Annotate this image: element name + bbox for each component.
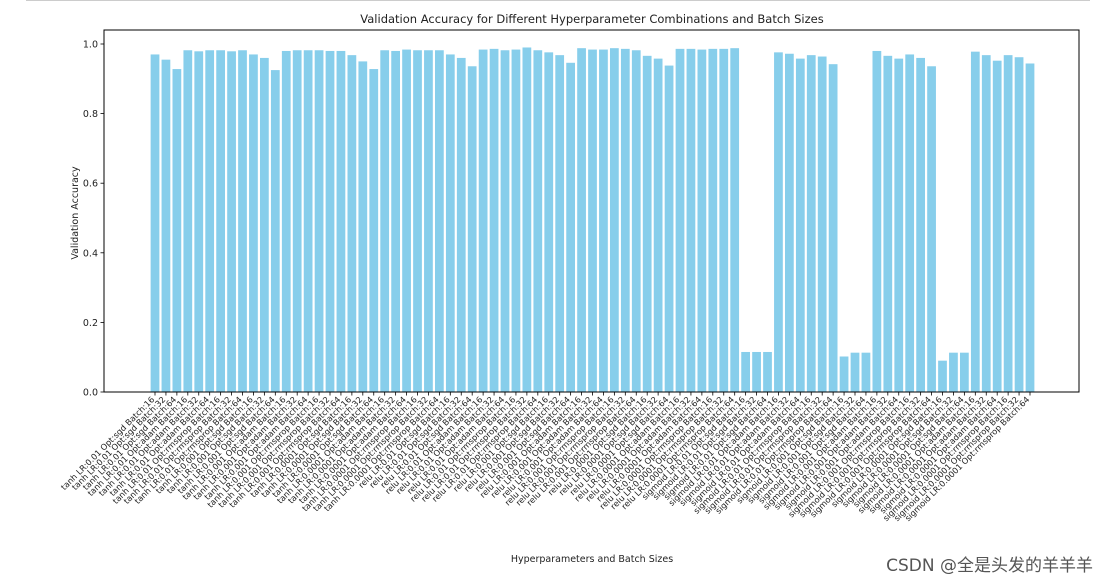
bar [631, 50, 641, 392]
bar [249, 54, 258, 392]
bar [861, 352, 871, 392]
bar [697, 49, 707, 392]
bar [511, 49, 521, 392]
bar [774, 52, 783, 392]
bar [150, 54, 160, 392]
bar [424, 50, 433, 392]
bar [916, 57, 925, 393]
bar [380, 50, 390, 392]
bar [238, 50, 247, 392]
bar [938, 360, 947, 392]
bar [817, 56, 827, 392]
bar [281, 50, 291, 393]
bar [358, 61, 368, 393]
chart-title: Validation Accuracy for Different Hyperp… [360, 12, 823, 26]
bar [894, 58, 904, 393]
bar [402, 49, 411, 392]
bar [336, 50, 346, 393]
y-axis-label: Validation Accuracy [70, 166, 81, 260]
bar [664, 65, 674, 392]
bar [905, 54, 915, 392]
bar [795, 58, 805, 393]
bar [620, 48, 630, 393]
bar [708, 48, 718, 393]
bar [478, 49, 488, 392]
bar [719, 48, 729, 393]
bar [741, 351, 750, 392]
bar [610, 48, 619, 393]
bar [839, 356, 849, 392]
y-tick-label: 0.4 [83, 248, 98, 259]
bar [194, 51, 204, 393]
bar [369, 69, 379, 392]
bar-series [150, 47, 1035, 393]
bar [445, 54, 455, 392]
bar [325, 50, 335, 393]
bar [456, 57, 466, 393]
bar [752, 351, 761, 392]
bar [927, 66, 936, 393]
bar [183, 50, 193, 392]
bar [992, 60, 1002, 392]
y-tick-label: 0.8 [83, 109, 98, 120]
bar [675, 48, 685, 393]
bar [216, 50, 225, 392]
bar [1014, 57, 1024, 392]
bar [566, 62, 575, 392]
bar [489, 48, 499, 393]
bar [981, 55, 991, 392]
bar [763, 351, 772, 392]
y-tick-label: 0.6 [83, 179, 98, 190]
bar [872, 50, 882, 393]
bar [806, 55, 816, 392]
bar [949, 352, 958, 392]
bar [653, 58, 663, 393]
x-axis-label: Hyperparameters and Batch Sizes [511, 554, 673, 565]
bar [347, 55, 357, 392]
y-tick-label: 0.2 [83, 318, 98, 329]
bar [260, 57, 269, 393]
bar [642, 55, 652, 392]
bar [785, 53, 794, 393]
bar [730, 48, 740, 393]
bar [828, 64, 838, 393]
bar [391, 50, 400, 393]
bar [686, 48, 696, 393]
bar [1003, 55, 1013, 392]
bar [555, 55, 565, 392]
bar [544, 52, 554, 392]
watermark-text: CSDN @全是头发的羊羊羊 [886, 556, 1093, 576]
bar [205, 50, 215, 392]
bar [883, 55, 893, 392]
bar [172, 69, 182, 392]
y-axis-ticks: 0.0 0.2 0.4 0.6 0.8 1.0 [83, 40, 104, 399]
bar [314, 50, 324, 392]
bar [522, 47, 532, 392]
bar [588, 49, 597, 392]
y-tick-label: 1.0 [83, 40, 98, 51]
bar [292, 50, 302, 392]
bar [161, 59, 171, 392]
bar [1025, 63, 1035, 393]
bar [227, 51, 236, 393]
bar [413, 50, 422, 392]
bar [577, 48, 586, 393]
y-tick-label: 0.0 [83, 388, 98, 399]
top-divider [26, 0, 1090, 1]
bar [500, 50, 510, 392]
bar [850, 352, 860, 392]
bar [533, 50, 543, 392]
bar [435, 50, 444, 392]
bar [467, 66, 477, 393]
bar [970, 51, 980, 392]
plot-frame [103, 29, 1080, 393]
bar [960, 352, 969, 392]
bar [270, 70, 280, 392]
bar [599, 49, 608, 392]
bar [303, 50, 313, 392]
